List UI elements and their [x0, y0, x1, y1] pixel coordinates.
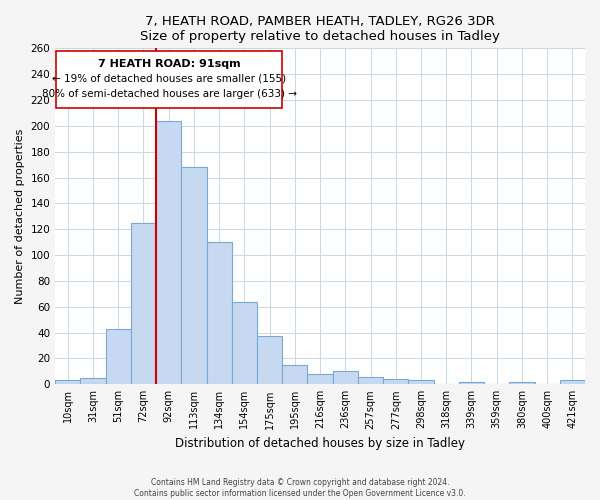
- Bar: [509, 382, 535, 384]
- Bar: [206, 242, 232, 384]
- Text: ← 19% of detached houses are smaller (155): ← 19% of detached houses are smaller (15…: [52, 73, 286, 83]
- Bar: [459, 382, 484, 384]
- Bar: [131, 223, 156, 384]
- Text: 7 HEATH ROAD: 91sqm: 7 HEATH ROAD: 91sqm: [98, 59, 241, 69]
- Bar: [282, 365, 307, 384]
- Title: 7, HEATH ROAD, PAMBER HEATH, TADLEY, RG26 3DR
Size of property relative to detac: 7, HEATH ROAD, PAMBER HEATH, TADLEY, RG2…: [140, 15, 500, 43]
- Bar: [560, 380, 585, 384]
- Text: Contains HM Land Registry data © Crown copyright and database right 2024.
Contai: Contains HM Land Registry data © Crown c…: [134, 478, 466, 498]
- Bar: [106, 328, 131, 384]
- Bar: [358, 376, 383, 384]
- Text: 80% of semi-detached houses are larger (633) →: 80% of semi-detached houses are larger (…: [42, 88, 297, 99]
- Bar: [232, 302, 257, 384]
- Bar: [409, 380, 434, 384]
- Bar: [257, 336, 282, 384]
- Y-axis label: Number of detached properties: Number of detached properties: [15, 128, 25, 304]
- Bar: [332, 372, 358, 384]
- Bar: [80, 378, 106, 384]
- X-axis label: Distribution of detached houses by size in Tadley: Distribution of detached houses by size …: [175, 437, 465, 450]
- Bar: [383, 379, 409, 384]
- Bar: [156, 120, 181, 384]
- FancyBboxPatch shape: [56, 51, 282, 108]
- Bar: [307, 374, 332, 384]
- Bar: [55, 380, 80, 384]
- Bar: [181, 167, 206, 384]
